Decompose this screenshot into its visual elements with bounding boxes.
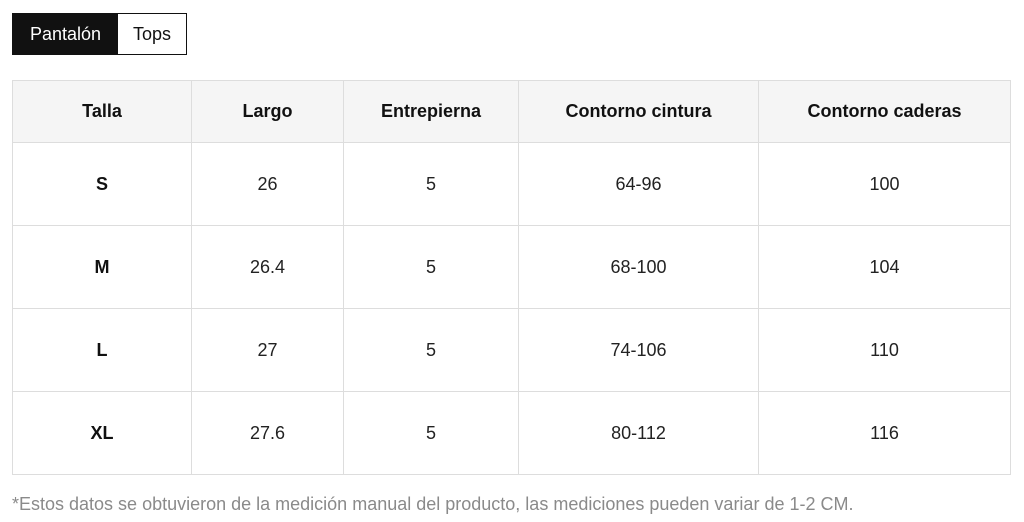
product-type-tabs: Pantalón Tops: [12, 13, 187, 55]
table-row: S 26 5 64-96 100: [12, 142, 1011, 226]
table-row: M 26.4 5 68-100 104: [12, 225, 1011, 309]
contorno-cintura-cell: 64-96: [518, 142, 759, 226]
entrepierna-cell: 5: [343, 225, 519, 309]
tab-pantalon[interactable]: Pantalón: [13, 14, 118, 54]
entrepierna-cell: 5: [343, 391, 519, 475]
tab-tops[interactable]: Tops: [118, 14, 186, 54]
contorno-caderas-cell: 116: [758, 391, 1011, 475]
contorno-cintura-cell: 74-106: [518, 308, 759, 392]
largo-cell: 26.4: [191, 225, 344, 309]
column-header-contorno-cintura: Contorno cintura: [518, 80, 759, 143]
measurement-footnote: *Estos datos se obtuvieron de la medició…: [12, 494, 854, 514]
table-header-row: Talla Largo Entrepierna Contorno cintura…: [12, 80, 1011, 143]
size-cell: XL: [12, 391, 192, 475]
contorno-caderas-cell: 110: [758, 308, 1011, 392]
size-cell: M: [12, 225, 192, 309]
column-header-talla: Talla: [12, 80, 192, 143]
contorno-caderas-cell: 100: [758, 142, 1011, 226]
table-row: XL 27.6 5 80-112 116: [12, 391, 1011, 475]
largo-cell: 26: [191, 142, 344, 226]
contorno-caderas-cell: 104: [758, 225, 1011, 309]
contorno-cintura-cell: 68-100: [518, 225, 759, 309]
column-header-largo: Largo: [191, 80, 344, 143]
largo-cell: 27: [191, 308, 344, 392]
size-table: Talla Largo Entrepierna Contorno cintura…: [12, 80, 1011, 475]
entrepierna-cell: 5: [343, 142, 519, 226]
column-header-entrepierna: Entrepierna: [343, 80, 519, 143]
size-cell: S: [12, 142, 192, 226]
entrepierna-cell: 5: [343, 308, 519, 392]
size-cell: L: [12, 308, 192, 392]
column-header-contorno-caderas: Contorno caderas: [758, 80, 1011, 143]
largo-cell: 27.6: [191, 391, 344, 475]
contorno-cintura-cell: 80-112: [518, 391, 759, 475]
table-row: L 27 5 74-106 110: [12, 308, 1011, 392]
